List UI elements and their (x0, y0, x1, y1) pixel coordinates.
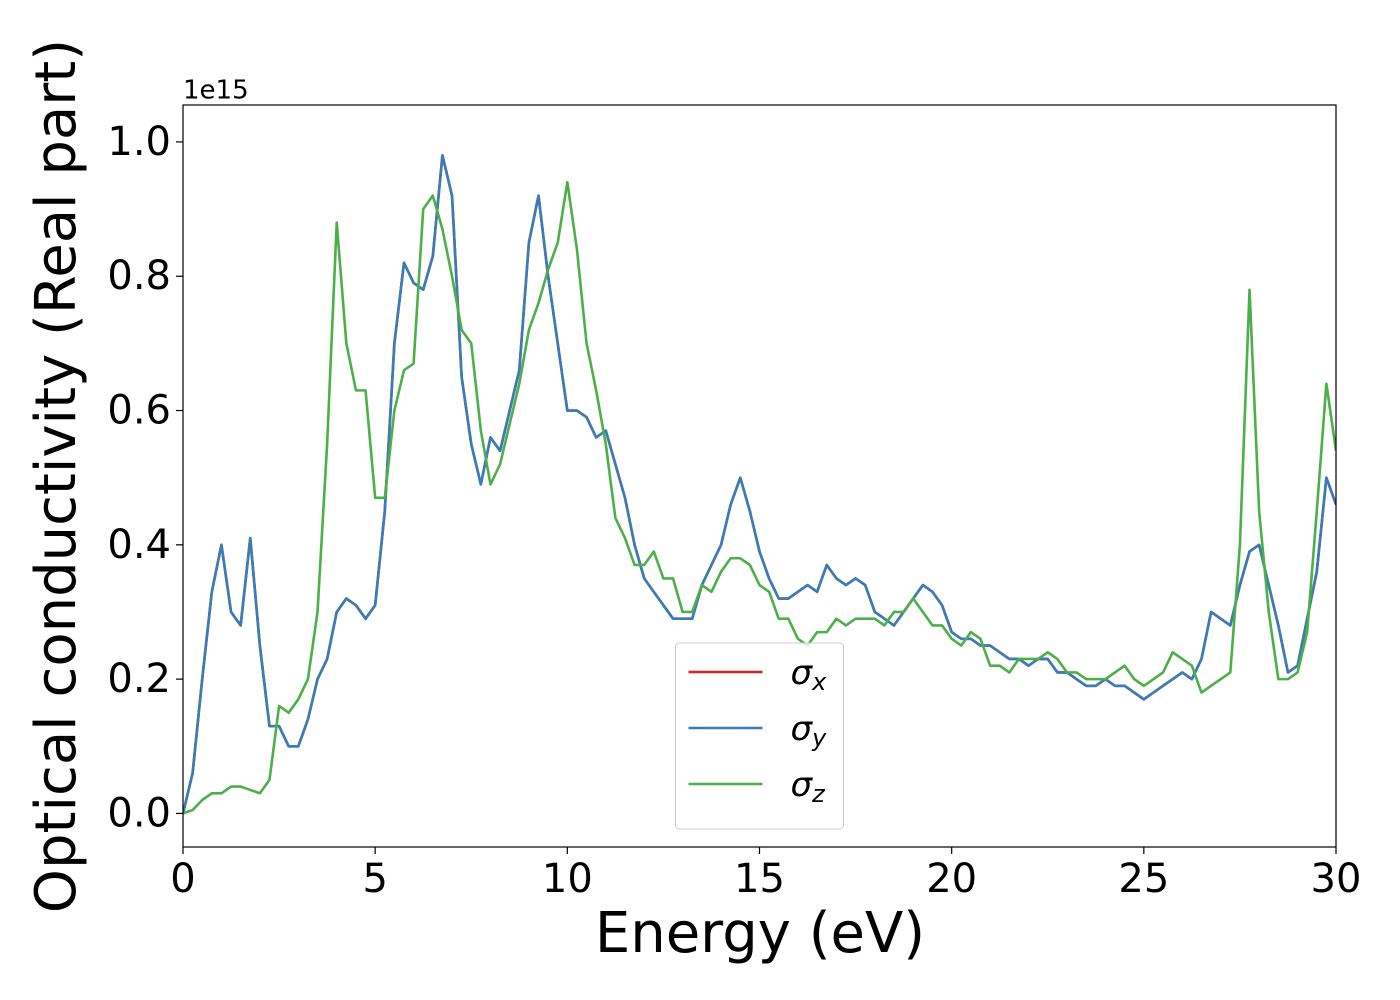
series-line (183, 154, 1336, 814)
x-tick-label: 20 (926, 856, 977, 902)
legend-box (675, 642, 844, 830)
y-tick-label: 0.2 (107, 656, 171, 702)
y-tick-label: 0.8 (107, 253, 171, 299)
x-tick-label: 0 (170, 856, 195, 902)
x-tick-label: 30 (1311, 856, 1362, 902)
y-tick-label: 0.4 (107, 522, 171, 568)
x-tick-label: 5 (362, 856, 387, 902)
y-tick-label: 0.0 (107, 790, 171, 836)
legend-label: σy (791, 709, 828, 753)
series-line (183, 180, 1336, 815)
x-tick-label: 15 (734, 856, 785, 902)
y-axis-label: Optical conductivity (Real part) (24, 39, 89, 913)
offset-label: 1e15 (183, 76, 249, 106)
x-axis-label: Energy (eV) (595, 901, 925, 966)
x-tick-label: 25 (1118, 856, 1169, 902)
legend-label: σz (791, 765, 827, 809)
legend-label: σx (791, 653, 828, 697)
x-tick-label: 10 (542, 856, 593, 902)
plot-frame (182, 104, 1337, 848)
y-tick-label: 0.6 (107, 388, 171, 434)
y-tick-label: 1.0 (107, 119, 171, 165)
